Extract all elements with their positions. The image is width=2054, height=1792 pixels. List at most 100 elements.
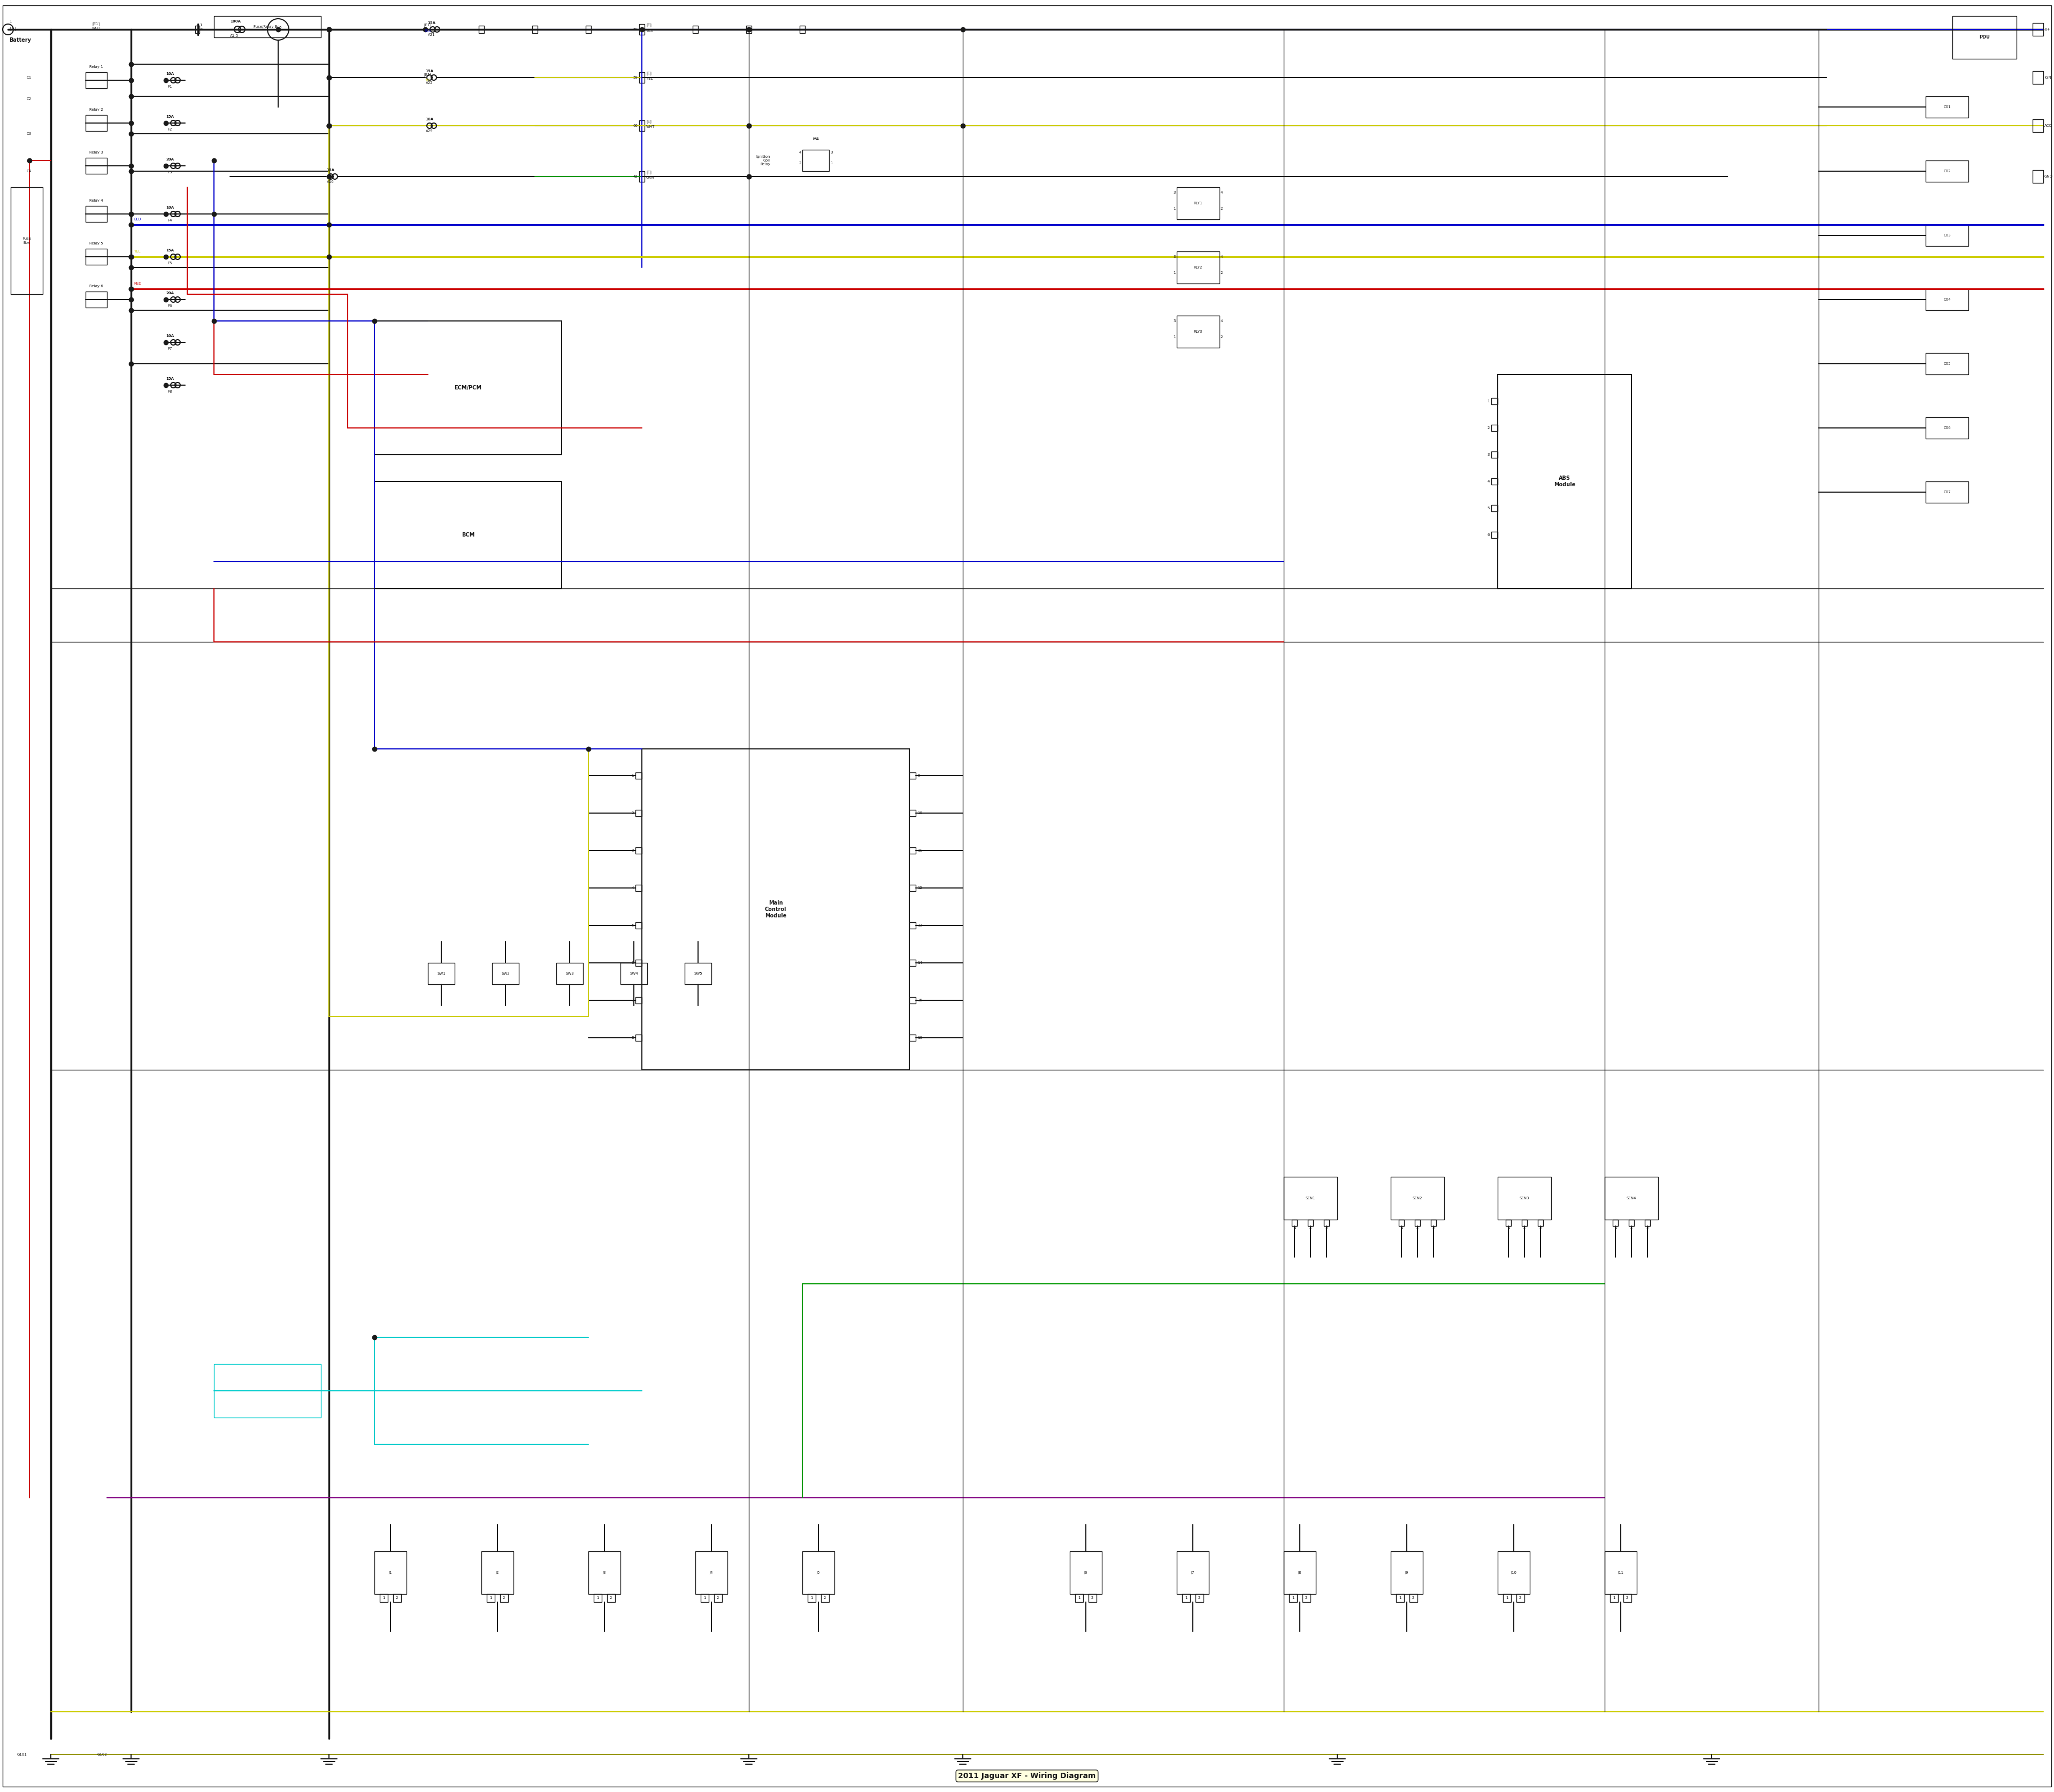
- Bar: [1497, 1177, 1551, 1220]
- Text: Fuse
Box: Fuse Box: [23, 237, 31, 244]
- Bar: [86, 72, 107, 88]
- Text: 4: 4: [631, 887, 635, 889]
- Text: 6: 6: [631, 961, 635, 964]
- Text: J9: J9: [1405, 1572, 1409, 1575]
- Bar: [10, 186, 43, 294]
- Text: BLU: BLU: [647, 29, 653, 32]
- Bar: [1074, 1595, 1082, 1602]
- Text: T1: T1: [199, 29, 203, 30]
- Bar: [374, 321, 561, 455]
- Text: Ignition
Coil
Relay: Ignition Coil Relay: [756, 156, 770, 167]
- Text: J3: J3: [602, 1572, 606, 1575]
- Bar: [392, 1595, 401, 1602]
- Bar: [1302, 1595, 1310, 1602]
- Text: 8: 8: [631, 1036, 635, 1039]
- Bar: [195, 25, 199, 34]
- Text: BLU: BLU: [425, 29, 431, 32]
- Text: [E1]: [E1]: [423, 73, 431, 77]
- Text: BCM: BCM: [462, 532, 474, 538]
- Bar: [1927, 161, 1968, 181]
- Bar: [1177, 251, 1220, 283]
- Text: 10A: 10A: [166, 72, 175, 75]
- Text: 9: 9: [918, 774, 920, 778]
- Bar: [1623, 1595, 1631, 1602]
- Text: J11: J11: [1619, 1572, 1623, 1575]
- Bar: [1538, 1220, 1543, 1226]
- Text: SW3: SW3: [565, 971, 573, 975]
- Text: 10A: 10A: [166, 335, 175, 337]
- Text: 15A: 15A: [166, 249, 175, 253]
- Bar: [639, 172, 645, 181]
- Text: 2: 2: [1524, 1226, 1526, 1229]
- Text: 10: 10: [918, 812, 922, 815]
- Text: 3: 3: [830, 151, 832, 154]
- Text: 4: 4: [799, 151, 801, 154]
- Text: G101: G101: [16, 1753, 27, 1756]
- Text: M4: M4: [813, 138, 820, 142]
- Text: 2: 2: [1308, 1226, 1313, 1229]
- Text: F8: F8: [168, 391, 173, 392]
- Bar: [1432, 1220, 1436, 1226]
- Bar: [910, 1034, 916, 1041]
- Text: YEL: YEL: [647, 77, 653, 81]
- Text: A16: A16: [327, 181, 335, 183]
- Text: [E]: [E]: [647, 120, 651, 124]
- Text: 1: 1: [1173, 208, 1175, 210]
- Text: ACC: ACC: [2044, 124, 2052, 127]
- Text: 1: 1: [1614, 1226, 1616, 1229]
- Bar: [86, 115, 107, 131]
- Bar: [639, 23, 645, 34]
- Text: ABS
Module: ABS Module: [1553, 475, 1575, 487]
- Bar: [1284, 1552, 1317, 1595]
- Text: ECM/PCM: ECM/PCM: [454, 385, 483, 391]
- Bar: [608, 1595, 614, 1602]
- Bar: [803, 1552, 834, 1595]
- Text: 2: 2: [1220, 271, 1222, 274]
- Bar: [1629, 1220, 1635, 1226]
- Text: 2: 2: [503, 1597, 505, 1600]
- Text: YEL: YEL: [425, 79, 431, 82]
- Text: 2: 2: [396, 1597, 398, 1600]
- Bar: [910, 810, 916, 817]
- Text: 1: 1: [199, 23, 201, 27]
- Text: F6: F6: [168, 305, 173, 308]
- Bar: [1927, 224, 1968, 246]
- Text: 1: 1: [1292, 1597, 1294, 1600]
- Text: 15A: 15A: [427, 22, 435, 25]
- Bar: [715, 1595, 723, 1602]
- Bar: [374, 1552, 407, 1595]
- Text: 16: 16: [918, 1036, 922, 1039]
- Text: Relay 4: Relay 4: [90, 199, 103, 202]
- Bar: [639, 120, 645, 131]
- Bar: [1177, 315, 1220, 348]
- Text: SEN4: SEN4: [1627, 1197, 1637, 1201]
- Text: 3: 3: [1432, 1226, 1436, 1229]
- Text: 3: 3: [1645, 1226, 1649, 1229]
- Bar: [2033, 72, 2044, 84]
- Bar: [374, 482, 561, 588]
- Text: 1: 1: [596, 1597, 598, 1600]
- Text: 2011 Jaguar XF - Wiring Diagram: 2011 Jaguar XF - Wiring Diagram: [957, 1772, 1097, 1779]
- Bar: [594, 1595, 602, 1602]
- Text: 20A: 20A: [166, 292, 175, 294]
- Text: J1: J1: [388, 1572, 392, 1575]
- Bar: [1308, 1220, 1313, 1226]
- Text: C03: C03: [1943, 233, 1951, 237]
- Text: 5: 5: [1487, 507, 1489, 509]
- Bar: [635, 961, 641, 966]
- Text: 3: 3: [1325, 1226, 1327, 1229]
- Text: WHT: WHT: [647, 125, 655, 129]
- Bar: [481, 1552, 514, 1595]
- Text: 1: 1: [702, 1597, 707, 1600]
- Text: 2: 2: [1197, 1597, 1200, 1600]
- Bar: [487, 1595, 495, 1602]
- Text: Relay 5: Relay 5: [90, 242, 103, 246]
- Bar: [1953, 16, 2017, 59]
- Text: 2: 2: [1520, 1597, 1522, 1600]
- Bar: [1399, 1220, 1405, 1226]
- Bar: [692, 25, 698, 34]
- Bar: [86, 292, 107, 308]
- Text: 1: 1: [1173, 335, 1175, 339]
- Bar: [910, 848, 916, 853]
- Text: 1: 1: [1487, 400, 1489, 403]
